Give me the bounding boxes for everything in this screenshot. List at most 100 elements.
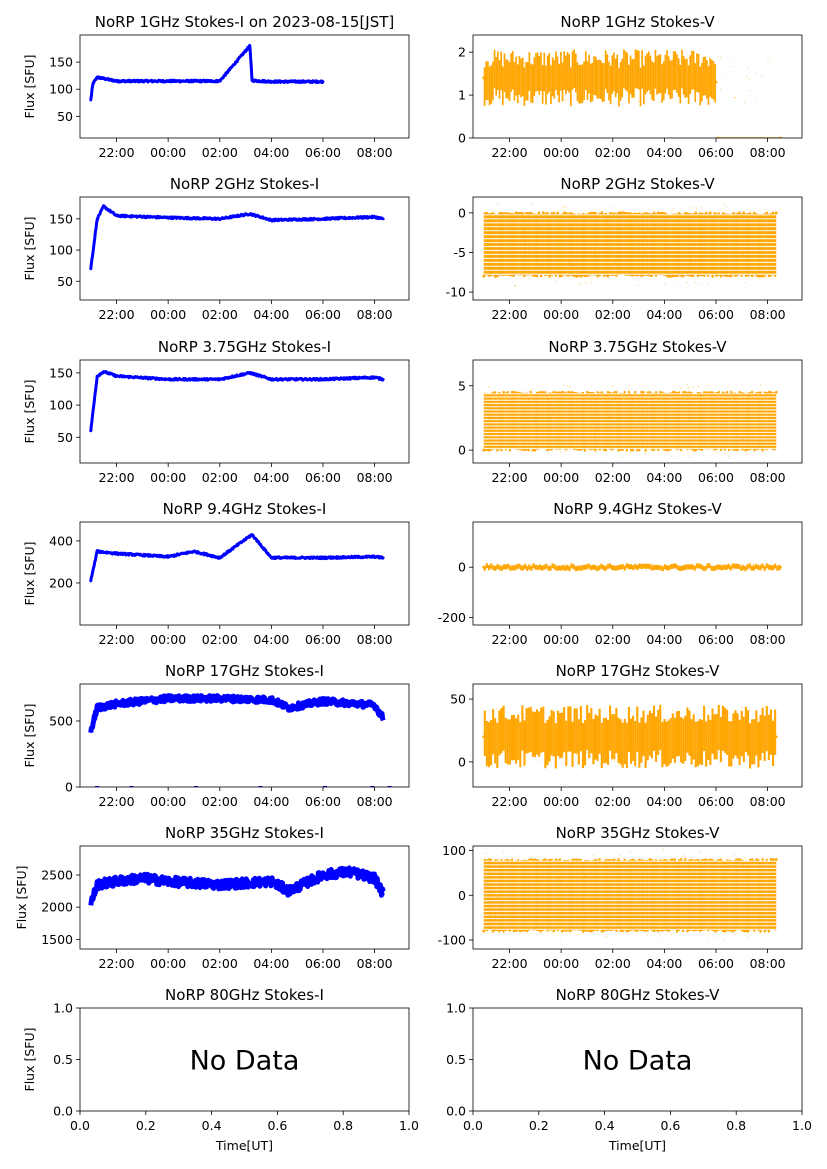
series-band-segment <box>619 62 622 101</box>
series-band-segment <box>769 709 773 755</box>
outlier-point <box>491 243 494 246</box>
series-band-segment <box>661 859 664 932</box>
series-band-segment <box>717 858 720 931</box>
outlier-point <box>565 564 567 566</box>
series-band-segment <box>644 722 647 769</box>
outlier-point <box>536 73 538 76</box>
series-band-segment <box>563 707 566 753</box>
outlier-point <box>645 424 647 426</box>
outlier-point <box>559 77 561 79</box>
outlier-point <box>604 568 606 570</box>
series-band-segment <box>550 710 553 756</box>
series-band-segment <box>715 213 718 277</box>
series-band-segment <box>772 392 775 451</box>
x-tick-label: 02:00 <box>202 145 238 160</box>
series-band-segment <box>496 564 499 570</box>
outlier-point <box>679 565 681 567</box>
series-band-segment <box>776 565 779 571</box>
series-band-segment <box>602 392 605 451</box>
outlier-point <box>530 725 532 727</box>
series-band-segment <box>492 565 495 571</box>
outlier-point <box>564 87 566 89</box>
series-band-segment <box>564 565 567 571</box>
outlier-point <box>608 55 610 58</box>
outlier-point <box>514 285 516 287</box>
series-band-segment <box>531 858 534 931</box>
outlier-point <box>611 78 614 81</box>
series-band-segment <box>533 711 536 758</box>
series-band-segment <box>563 211 566 275</box>
outlier-point <box>755 260 757 263</box>
outlier-point <box>502 739 504 741</box>
outlier-point <box>620 760 622 763</box>
series-band-segment <box>661 64 663 103</box>
series-band-segment <box>711 859 714 931</box>
series-band-segment <box>763 565 766 571</box>
outlier-point <box>549 879 551 881</box>
series-band-segment <box>531 213 534 277</box>
outlier-point <box>541 265 543 267</box>
outlier-point <box>558 229 560 231</box>
outlier-point <box>618 863 620 865</box>
series-band-segment <box>577 213 580 277</box>
outlier-point <box>696 216 698 219</box>
x-tick-label: 02:00 <box>202 470 238 485</box>
series-band-segment <box>588 391 591 450</box>
series-band-segment <box>556 56 559 96</box>
series-band-segment <box>521 57 524 97</box>
x-tick-label: 00:00 <box>150 307 186 322</box>
series-band-segment <box>507 563 510 569</box>
series-band-segment <box>512 860 516 933</box>
outlier-point <box>524 728 526 730</box>
series-band-segment <box>588 860 591 932</box>
series-band-segment <box>655 213 658 277</box>
outlier-point <box>629 567 631 570</box>
series-band-segment <box>629 718 633 764</box>
series-band-segment <box>667 56 670 95</box>
x-tick-label: 00:00 <box>543 470 579 485</box>
series-band-segment <box>634 859 637 932</box>
outlier-point <box>520 406 522 408</box>
outlier-point <box>637 284 639 286</box>
axes-frame <box>472 521 803 626</box>
outlier-point <box>585 874 587 877</box>
series-band-segment <box>538 56 541 95</box>
series-band-segment <box>577 719 580 765</box>
series-band-segment <box>774 858 777 931</box>
x-tick-label: 08:00 <box>750 470 786 485</box>
series-band-segment <box>638 212 641 276</box>
axes-frame <box>472 359 803 464</box>
outlier-point <box>697 239 699 241</box>
series-band-segment <box>500 708 503 754</box>
outlier-point <box>640 722 643 725</box>
series-band-segment <box>767 213 770 278</box>
series-band-segment <box>613 391 616 450</box>
series-band-segment <box>630 564 633 570</box>
series-band-segment <box>675 711 679 757</box>
series-band-segment <box>546 212 549 276</box>
outlier-point <box>509 397 511 399</box>
series-band-segment <box>494 391 497 450</box>
y-tick-label: 0.0 <box>446 1104 466 1119</box>
series-band-segment <box>521 392 524 451</box>
outlier-point <box>747 68 749 70</box>
series-band-segment <box>727 563 730 569</box>
series-band-segment <box>611 212 614 276</box>
outlier-point <box>759 384 762 386</box>
series-band-segment <box>692 213 695 277</box>
series-band-segment <box>495 57 498 96</box>
outlier-point <box>646 569 648 571</box>
series-band-segment <box>540 213 543 278</box>
outlier-point <box>594 432 596 434</box>
series-band-segment <box>682 56 685 95</box>
series-band-segment <box>757 564 760 570</box>
outlier-point <box>765 208 767 211</box>
outlier-point <box>637 256 640 258</box>
outlier-point <box>732 65 735 68</box>
series-band-segment <box>598 212 601 277</box>
series-band-segment <box>697 53 700 93</box>
series-band-segment <box>575 708 578 754</box>
